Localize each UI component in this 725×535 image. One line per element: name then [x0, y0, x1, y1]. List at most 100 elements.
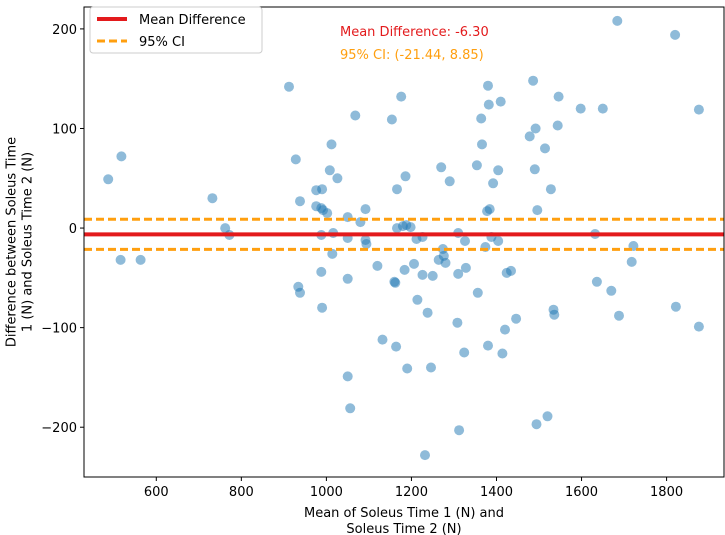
data-point-29 — [342, 371, 353, 382]
data-point-80 — [483, 99, 494, 110]
data-point-19 — [317, 302, 328, 313]
legend-ci-label: 95% CI — [139, 35, 185, 50]
data-point-23 — [322, 208, 333, 219]
data-point-91 — [506, 265, 516, 276]
data-point-44 — [396, 91, 407, 102]
x-tick-label-1400: 1400 — [480, 485, 513, 500]
x-axis-label-line-1: Mean of Soleus Time 1 (N) and — [304, 506, 504, 521]
data-point-21 — [324, 165, 335, 176]
data-point-11 — [295, 287, 305, 298]
data-point-95 — [530, 123, 541, 134]
data-point-97 — [532, 205, 543, 216]
data-point-68 — [453, 268, 464, 279]
data-point-45 — [400, 171, 411, 182]
data-point-79 — [483, 80, 493, 91]
data-point-36 — [372, 260, 383, 271]
data-point-9 — [295, 196, 305, 207]
y-axis-label-line-2: 1 (N) and Soleus Time 2 (N) — [21, 152, 36, 332]
x-axis-ticks: 600 800 1000 1200 1400 1600 1800 — [144, 477, 683, 500]
data-point-116 — [670, 301, 681, 312]
data-point-2 — [115, 254, 126, 265]
data-point-4 — [207, 193, 218, 204]
data-point-33 — [360, 204, 371, 215]
data-point-73 — [471, 160, 482, 171]
data-point-49 — [399, 264, 410, 275]
data-point-59 — [427, 270, 438, 281]
data-point-99 — [540, 143, 550, 154]
data-point-8 — [290, 154, 301, 165]
data-point-38 — [386, 114, 397, 125]
data-point-48 — [405, 222, 416, 233]
data-point-7 — [284, 81, 294, 92]
data-point-51 — [409, 258, 419, 269]
data-point-20 — [326, 139, 337, 150]
scatter-points — [103, 15, 704, 461]
data-point-69 — [454, 425, 465, 436]
data-point-109 — [597, 103, 608, 114]
data-point-115 — [670, 29, 681, 40]
data-point-24 — [327, 248, 338, 259]
y-tick-label-200: 200 — [52, 23, 77, 38]
data-point-85 — [493, 165, 504, 176]
y-tick-label--100: −100 — [41, 322, 77, 337]
data-point-92 — [511, 313, 522, 324]
data-point-64 — [440, 257, 451, 268]
data-point-35 — [361, 239, 372, 249]
data-point-93 — [524, 131, 535, 142]
data-point-65 — [444, 176, 455, 187]
x-tick-label-1200: 1200 — [395, 485, 428, 500]
data-point-41 — [391, 341, 402, 352]
data-point-18 — [316, 266, 327, 277]
data-point-108 — [591, 276, 602, 287]
data-point-58 — [426, 362, 436, 373]
legend-box — [89, 6, 263, 54]
data-point-86 — [493, 236, 504, 246]
reference-lines — [84, 217, 724, 251]
data-point-40 — [390, 277, 401, 288]
data-point-112 — [614, 310, 624, 321]
data-point-118 — [693, 321, 704, 332]
data-point-56 — [422, 307, 433, 318]
y-axis-label-line-1: Difference between Soleus Time — [5, 137, 20, 347]
data-point-117 — [693, 104, 704, 115]
data-point-96 — [529, 164, 540, 175]
y-tick-label-100: 100 — [52, 122, 77, 137]
data-point-105 — [553, 91, 564, 102]
data-point-1 — [116, 151, 127, 162]
data-point-72 — [460, 236, 470, 246]
data-point-100 — [542, 411, 553, 422]
data-point-87 — [495, 96, 506, 107]
data-point-76 — [477, 139, 487, 150]
data-point-111 — [612, 15, 623, 26]
plot-area — [84, 7, 724, 477]
y-tick-label-0: 0 — [69, 222, 77, 237]
data-point-101 — [545, 184, 556, 195]
legend: Mean Difference 95% CI — [89, 6, 263, 54]
data-point-70 — [459, 347, 470, 358]
data-point-113 — [626, 256, 637, 267]
data-point-28 — [342, 273, 353, 284]
y-axis-ticks: 200 100 0 −100 −200 — [41, 23, 84, 436]
ci-annotation: 95% CI: (-21.44, 8.85) — [340, 48, 484, 63]
mean-difference-annotation: Mean Difference: -6.30 — [340, 25, 489, 40]
data-point-57 — [420, 450, 430, 461]
data-point-0 — [103, 174, 114, 185]
data-point-94 — [528, 75, 539, 86]
data-point-81 — [484, 204, 495, 215]
x-tick-label-1800: 1800 — [650, 485, 683, 500]
data-point-74 — [472, 287, 483, 298]
y-tick-label--200: −200 — [41, 421, 77, 436]
x-tick-label-1000: 1000 — [310, 485, 343, 500]
data-point-3 — [135, 254, 146, 265]
data-point-110 — [606, 285, 617, 296]
x-axis-label-line-2: Soleus Time 2 (N) — [346, 522, 461, 535]
data-point-50 — [402, 363, 413, 374]
data-point-53 — [412, 294, 423, 305]
data-point-88 — [497, 348, 508, 359]
data-point-30 — [345, 403, 356, 414]
data-point-106 — [575, 103, 586, 114]
data-point-75 — [476, 113, 487, 124]
data-point-83 — [488, 178, 499, 189]
data-point-54 — [417, 269, 428, 280]
